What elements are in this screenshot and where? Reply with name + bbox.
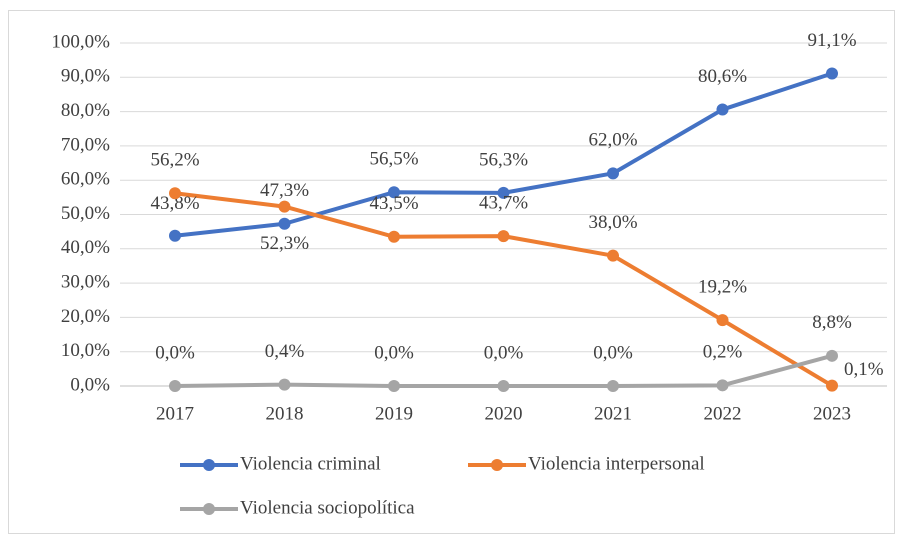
data-label: 43,5% [369, 193, 418, 214]
legend-label: Violencia interpersonal [528, 453, 705, 474]
point [278, 378, 291, 391]
data-label: 91,1% [807, 30, 856, 51]
y-tick-label: 80,0% [61, 100, 110, 121]
data-label: 52,3% [260, 233, 309, 254]
point [716, 103, 729, 116]
data-label: 47,3% [260, 180, 309, 201]
point [607, 380, 619, 392]
data-label: 0,0% [155, 342, 195, 363]
point [388, 230, 400, 243]
point [826, 67, 838, 80]
point [716, 379, 729, 392]
x-tick-label: 2017 [156, 403, 194, 424]
legend-marker [203, 503, 215, 515]
data-label: 56,3% [479, 149, 528, 170]
y-tick-label: 70,0% [61, 134, 110, 155]
legend-marker [491, 459, 503, 471]
y-tick-label: 40,0% [61, 237, 110, 258]
y-tick-label: 30,0% [61, 271, 110, 292]
point [497, 186, 510, 199]
point [169, 187, 181, 200]
y-tick-label: 100,0% [51, 31, 110, 52]
x-tick-label: 2021 [594, 403, 632, 424]
point [607, 249, 619, 262]
data-label: 38,0% [588, 212, 637, 233]
data-label: 0,0% [484, 342, 524, 363]
data-label: 0,1% [844, 359, 884, 380]
x-tick-label: 2018 [266, 403, 304, 424]
data-label: 43,8% [150, 193, 199, 214]
data-label: 0,2% [703, 342, 743, 363]
y-tick-label: 50,0% [61, 203, 110, 224]
x-tick-label: 2022 [704, 403, 742, 424]
chart-border [8, 10, 895, 534]
data-label: 56,5% [369, 149, 418, 170]
data-label: 0,0% [374, 342, 414, 363]
y-tick-label: 90,0% [61, 66, 110, 87]
legend-marker [203, 459, 215, 471]
y-tick-label: 20,0% [61, 306, 110, 327]
x-tick-label: 2020 [485, 403, 523, 424]
data-label: 62,0% [588, 130, 637, 151]
point [278, 200, 291, 213]
data-label: 80,6% [698, 66, 747, 87]
data-label: 43,7% [479, 192, 528, 213]
data-label: 0,0% [593, 342, 633, 363]
point [388, 186, 400, 199]
point [607, 167, 619, 180]
data-label: 19,2% [698, 277, 747, 298]
y-tick-label: 10,0% [61, 340, 110, 361]
legend-label: Violencia sociopolítica [240, 497, 415, 518]
data-label: 0,4% [265, 341, 305, 362]
y-tick-label: 0,0% [70, 374, 110, 395]
point [278, 217, 291, 230]
point [169, 229, 181, 242]
point [826, 349, 838, 362]
y-tick-label: 60,0% [61, 169, 110, 190]
point [169, 380, 181, 392]
point [497, 380, 510, 392]
x-tick-label: 2019 [375, 403, 413, 424]
x-tick-label: 2023 [813, 403, 851, 424]
point [497, 230, 510, 243]
point [716, 314, 729, 327]
legend-label: Violencia criminal [240, 453, 381, 474]
point [826, 379, 838, 392]
data-label: 8,8% [812, 312, 852, 333]
data-label: 56,2% [150, 150, 199, 171]
point [388, 380, 400, 392]
